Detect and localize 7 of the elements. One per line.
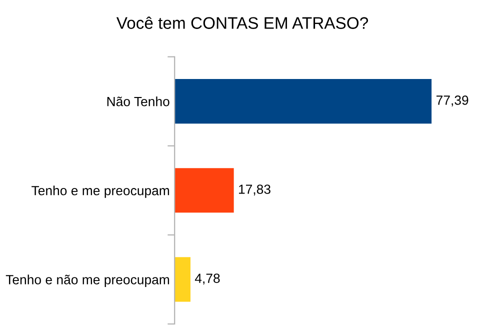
y-tick-label: Não Tenho xyxy=(107,96,170,106)
data-label: 77,39 xyxy=(436,96,468,106)
y-tick-label: Tenho e não me preocupam xyxy=(6,274,170,287)
data-label: 4,78 xyxy=(194,274,220,285)
data-label: 17,83 xyxy=(238,184,270,196)
y-tick-label: Tenho e me preocupam xyxy=(32,186,170,198)
chart-title: Você tem CONTAS EM ATRASO? xyxy=(116,16,368,29)
